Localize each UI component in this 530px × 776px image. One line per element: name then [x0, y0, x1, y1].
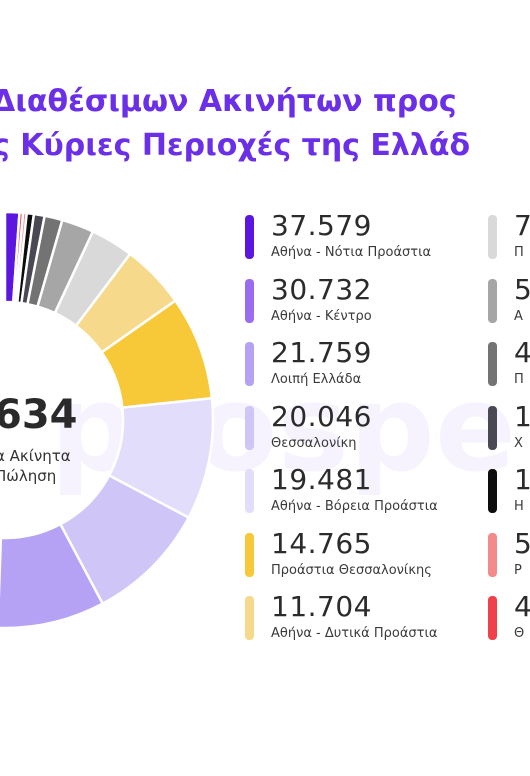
legend-value: 5 [514, 272, 530, 306]
legend-value: 37.579 [271, 209, 372, 242]
legend-label: Π [514, 245, 524, 260]
legend-value: 20.046 [271, 399, 372, 433]
legend-value: 4 [514, 590, 530, 623]
legend-value: 5 [514, 526, 530, 560]
legend-label: Θεσσαλονίκη [271, 435, 357, 451]
center-label: α Ακίνητα Πώληση [0, 446, 71, 486]
chart-title-line-2: ς Κύριες Περιοχές της Ελλάδ [0, 128, 471, 163]
chart-title: Διαθέσιμων Ακινήτων προς ς Κύριες Περιοχ… [0, 80, 530, 168]
legend-value: 4 [514, 336, 530, 369]
legend-color-swatch [488, 278, 497, 323]
legend-label: Ρ [514, 562, 522, 578]
legend-value: 1. [514, 399, 530, 433]
legend-label: Λοιπή Ελλάδα [271, 372, 362, 387]
legend-label: Π [514, 372, 524, 387]
legend-color-swatch [488, 405, 497, 450]
legend-label: Α [514, 308, 523, 324]
legend-color-swatch [245, 278, 254, 323]
legend-color-swatch [245, 342, 254, 386]
legend-value: 11.704 [271, 590, 372, 623]
legend-color-swatch [245, 405, 254, 450]
legend-label: Αθήνα - Κέντρο [271, 308, 372, 324]
legend-label: Χ [514, 435, 523, 451]
center-total-value: 634 [0, 392, 78, 438]
chart-title-line-1: Διαθέσιμων Ακινήτων προς [0, 84, 457, 119]
legend-color-swatch [245, 596, 254, 640]
legend-label: Προάστια Θεσσαλονίκης [271, 562, 432, 578]
center-label-line-1: α Ακίνητα [0, 447, 71, 465]
legend-color-swatch [245, 532, 254, 577]
legend-color-swatch [488, 532, 497, 577]
center-label-line-2: Πώληση [0, 467, 57, 485]
donut-slice [0, 522, 105, 630]
legend-color-swatch [488, 469, 497, 513]
legend-color-swatch [488, 215, 497, 259]
legend-color-swatch [245, 469, 254, 513]
legend-label: Θ [514, 626, 525, 641]
legend-value: 21.759 [271, 336, 372, 369]
legend-label: Η [514, 499, 524, 514]
legend-color-swatch [488, 342, 497, 386]
legend-label: Αθήνα - Νότια Προάστια [271, 245, 432, 260]
legend-value: 19.481 [271, 463, 372, 496]
legend-label: Αθήνα - Βόρεια Προάστια [271, 499, 438, 514]
legend-color-swatch [488, 596, 497, 640]
legend-value: 30.732 [271, 272, 372, 306]
legend-color-swatch [245, 215, 254, 259]
legend-label: Αθήνα - Δυτικά Προάστια [271, 626, 438, 641]
legend-value: 7 [514, 209, 530, 242]
legend-value: 14.765 [271, 526, 372, 560]
legend-value: 1. [514, 463, 530, 496]
